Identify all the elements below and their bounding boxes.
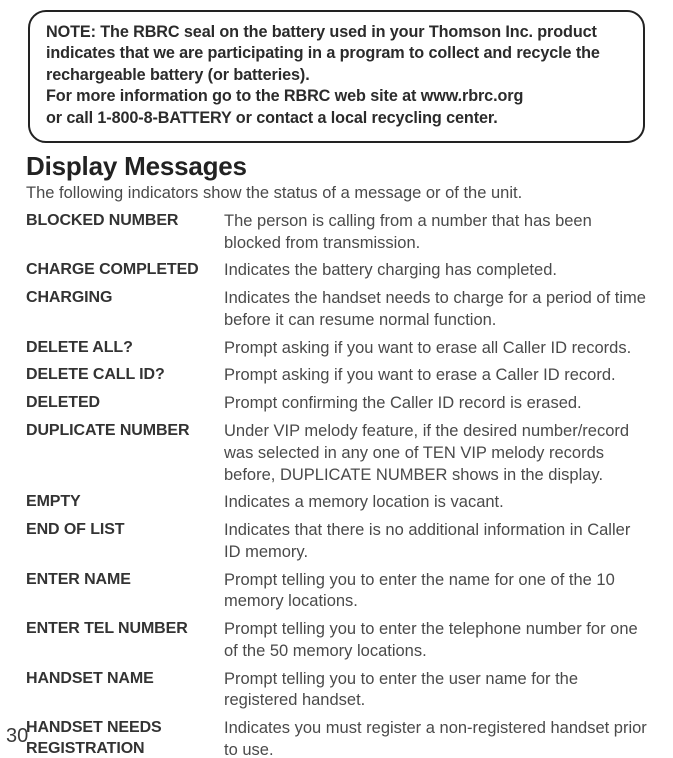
definition-term: DELETE CALL ID? [26,365,224,386]
definition-description: Indicates a memory location is vacant. [224,492,647,514]
page-number: 30 [6,725,28,748]
definition-row: ENTER TEL NUMBERPrompt telling you to en… [26,619,647,663]
definition-term: HANDSET NAME [26,669,224,690]
definition-term: ENTER TEL NUMBER [26,619,224,640]
definition-description: Indicates the handset needs to charge fo… [224,288,647,332]
definition-term: BLOCKED NUMBER [26,211,224,232]
definition-description: Under VIP melody feature, if the desired… [224,421,647,486]
note-lead: NOTE: The RBRC seal on the battery used … [46,23,600,84]
definition-description: The person is calling from a number that… [224,211,647,255]
definition-description: Prompt telling you to enter the name for… [224,570,647,614]
definition-description: Prompt confirming the Caller ID record i… [224,393,647,415]
definition-row: HANDSET NAMEPrompt telling you to enter … [26,669,647,713]
definition-term: CHARGE COMPLETED [26,260,224,281]
definition-term: EMPTY [26,492,224,513]
definition-row: EMPTYIndicates a memory location is vaca… [26,492,647,514]
definition-row: HANDSET NEEDS REGISTRATIONIndicates you … [26,718,647,758]
definition-term: CHARGING [26,288,224,309]
definition-description: Indicates the battery charging has compl… [224,260,647,282]
definition-row: DELETEDPrompt confirming the Caller ID r… [26,393,647,415]
definition-term: DELETE ALL? [26,338,224,359]
definition-term: DUPLICATE NUMBER [26,421,224,442]
definition-row: DUPLICATE NUMBERUnder VIP melody feature… [26,421,647,486]
definition-term: END OF LIST [26,520,224,541]
definition-row: DELETE ALL?Prompt asking if you want to … [26,338,647,360]
definition-term: ENTER NAME [26,570,224,591]
intro-text: The following indicators show the status… [26,184,647,203]
definition-row: BLOCKED NUMBERThe person is calling from… [26,211,647,255]
note-line-2: For more information go to the RBRC web … [46,87,523,105]
definition-description: Prompt asking if you want to erase a Cal… [224,365,647,387]
note-box: NOTE: The RBRC seal on the battery used … [28,10,645,143]
page-root: NOTE: The RBRC seal on the battery used … [0,0,673,758]
definition-description: Prompt asking if you want to erase all C… [224,338,647,360]
definition-description: Prompt telling you to enter the telephon… [224,619,647,663]
note-text: NOTE: The RBRC seal on the battery used … [46,22,627,129]
definition-row: CHARGINGIndicates the handset needs to c… [26,288,647,332]
definition-term: HANDSET NEEDS REGISTRATION [26,718,224,758]
definition-row: ENTER NAMEPrompt telling you to enter th… [26,570,647,614]
definition-row: DELETE CALL ID?Prompt asking if you want… [26,365,647,387]
definition-list: BLOCKED NUMBERThe person is calling from… [26,211,647,758]
definition-term: DELETED [26,393,224,414]
definition-row: END OF LISTIndicates that there is no ad… [26,520,647,564]
definition-description: Indicates you must register a non-regist… [224,718,647,758]
note-line-3: or call 1-800-8-BATTERY or contact a loc… [46,109,498,127]
definition-description: Prompt telling you to enter the user nam… [224,669,647,713]
definition-description: Indicates that there is no additional in… [224,520,647,564]
definition-row: CHARGE COMPLETEDIndicates the battery ch… [26,260,647,282]
section-title: Display Messages [26,151,647,182]
